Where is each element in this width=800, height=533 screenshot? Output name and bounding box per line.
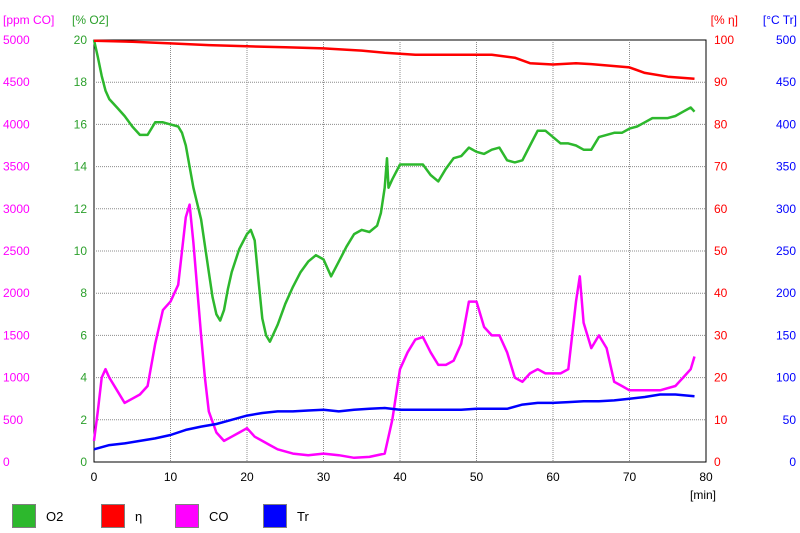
tick-label-co: 0 — [3, 455, 10, 469]
axis-label-x: [min] — [690, 488, 716, 502]
series-line-3 — [93, 393, 695, 451]
tick-label-eta: 40 — [714, 286, 728, 300]
tick-label-tr: 200 — [776, 286, 796, 300]
tick-label-tr: 400 — [776, 117, 796, 131]
tick-label-x: 20 — [240, 470, 254, 484]
tick-label-tr: 50 — [783, 413, 797, 427]
tick-label-x: 60 — [546, 470, 560, 484]
legend-label-o2: O2 — [46, 508, 64, 524]
tick-label-co: 5000 — [3, 33, 30, 47]
tick-label-x: 40 — [393, 470, 407, 484]
tick-label-tr: 350 — [776, 160, 796, 174]
tick-label-x: 80 — [699, 470, 713, 484]
axis-labels: [ppm CO] [% O2] [% η] [°C Tr] [min] — [3, 13, 797, 502]
tick-label-o2: 10 — [74, 244, 88, 258]
tick-label-eta: 90 — [714, 75, 728, 89]
tick-label-co: 4000 — [3, 117, 30, 131]
legend-swatch-eta — [101, 504, 125, 528]
tick-label-eta: 70 — [714, 160, 728, 174]
tick-label-o2: 4 — [80, 371, 87, 385]
tick-label-o2: 0 — [80, 455, 87, 469]
legend-label-eta: η — [135, 508, 143, 524]
axis-label-co: [ppm CO] — [3, 13, 54, 27]
tick-label-eta: 10 — [714, 413, 728, 427]
legend-item-eta: η — [101, 503, 142, 529]
tick-label-tr: 0 — [789, 455, 796, 469]
tick-label-x: 10 — [164, 470, 178, 484]
tick-label-co: 2000 — [3, 286, 30, 300]
tick-label-x: 0 — [91, 470, 98, 484]
tick-label-o2: 18 — [74, 75, 88, 89]
tick-label-co: 1000 — [3, 371, 30, 385]
series-line-1 — [93, 39, 695, 81]
tick-label-co: 3000 — [3, 202, 30, 216]
tick-label-eta: 20 — [714, 371, 728, 385]
legend-swatch-co — [175, 504, 199, 528]
tick-label-co: 500 — [3, 413, 23, 427]
tick-label-o2: 12 — [74, 202, 88, 216]
legend-item-co: CO — [175, 503, 229, 529]
tick-label-tr: 500 — [776, 33, 796, 47]
legend-swatch-tr — [263, 504, 287, 528]
tick-label-co: 3500 — [3, 160, 30, 174]
tick-label-eta: 0 — [714, 455, 721, 469]
tick-label-o2: 8 — [80, 286, 87, 300]
tick-label-eta: 30 — [714, 328, 728, 342]
tick-label-o2: 20 — [74, 33, 88, 47]
legend-label-tr: Tr — [297, 508, 309, 524]
legend-item-o2: O2 — [12, 503, 63, 529]
tick-label-co: 2500 — [3, 244, 30, 258]
legend: O2 η CO Tr — [0, 503, 800, 533]
tick-label-tr: 250 — [776, 244, 796, 258]
series-lines — [92, 39, 696, 460]
tick-label-o2: 16 — [74, 117, 88, 131]
tick-label-tr: 150 — [776, 328, 796, 342]
tick-label-o2: 2 — [80, 413, 87, 427]
series-line-2 — [92, 203, 696, 460]
legend-label-co: CO — [209, 508, 229, 524]
tick-label-eta: 50 — [714, 244, 728, 258]
series-line-0 — [92, 39, 696, 343]
tick-label-o2: 6 — [80, 328, 87, 342]
tick-label-tr: 100 — [776, 371, 796, 385]
tick-label-x: 50 — [470, 470, 484, 484]
tick-label-eta: 60 — [714, 202, 728, 216]
grid — [93, 39, 707, 463]
axis-label-eta: [% η] — [711, 13, 738, 27]
tick-label-eta: 80 — [714, 117, 728, 131]
axis-label-tr: [°C Tr] — [763, 13, 797, 27]
tick-label-co: 1500 — [3, 328, 30, 342]
legend-swatch-o2 — [12, 504, 36, 528]
tick-label-x: 30 — [317, 470, 331, 484]
tick-label-o2: 14 — [74, 160, 88, 174]
tick-label-x: 70 — [623, 470, 637, 484]
tick-label-tr: 300 — [776, 202, 796, 216]
axis-label-o2: [% O2] — [72, 13, 109, 27]
legend-item-tr: Tr — [263, 503, 309, 529]
tick-label-eta: 100 — [714, 33, 734, 47]
tick-labels: 0500100015002000250030003500400045005000… — [3, 33, 796, 484]
tick-label-co: 4500 — [3, 75, 30, 89]
tick-label-tr: 450 — [776, 75, 796, 89]
